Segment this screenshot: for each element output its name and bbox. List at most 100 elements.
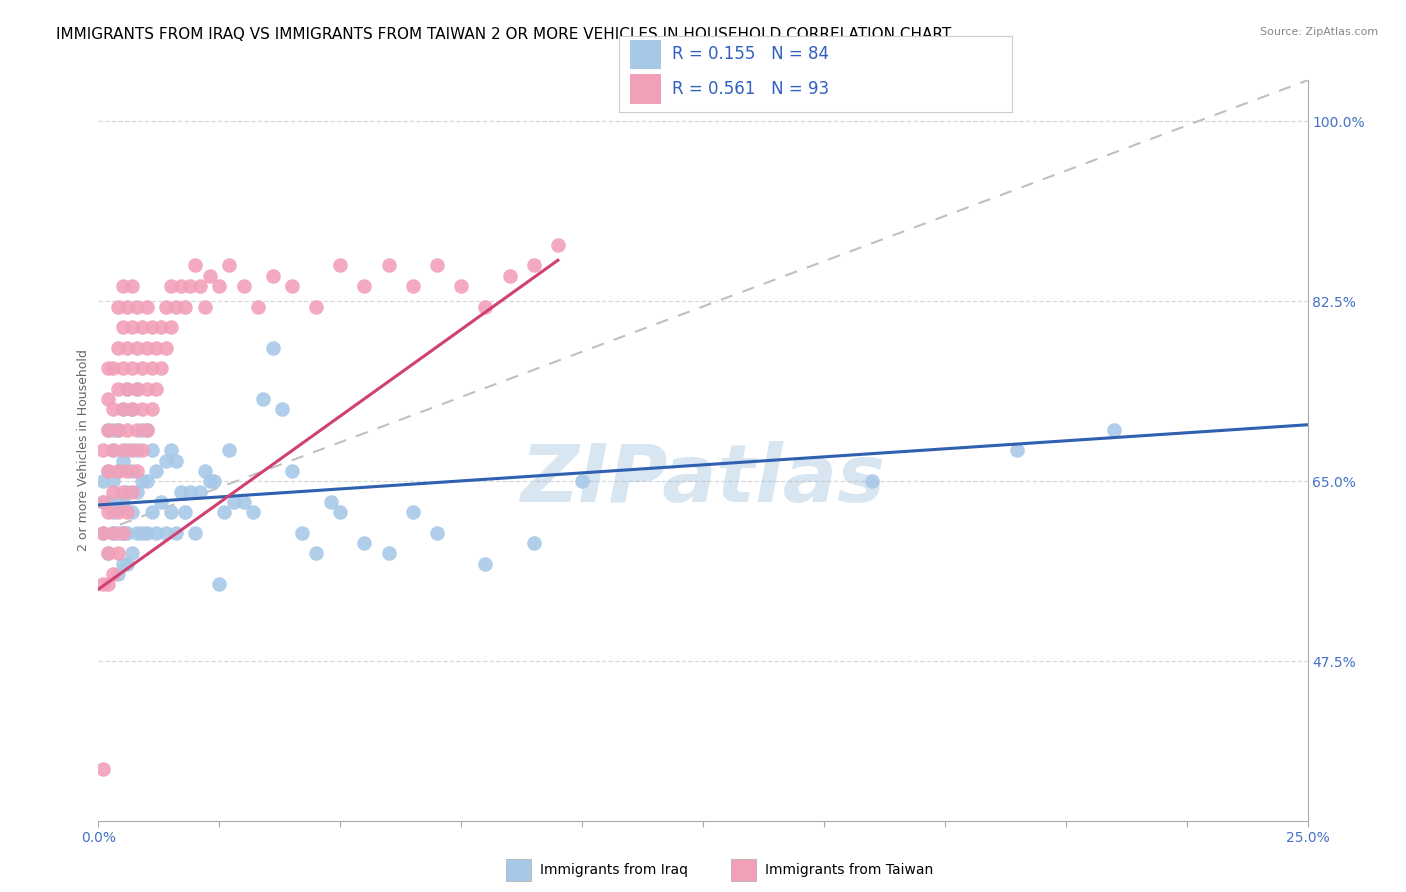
Point <box>377 259 399 273</box>
Point <box>194 464 217 478</box>
Point <box>208 279 231 293</box>
Point <box>1102 423 1125 437</box>
Point <box>377 546 399 560</box>
Point <box>135 300 157 314</box>
Point <box>127 443 149 458</box>
Point <box>141 320 163 334</box>
Point <box>474 300 496 314</box>
Point <box>145 525 167 540</box>
Point <box>121 464 143 478</box>
Point <box>97 505 120 519</box>
Point <box>111 557 134 571</box>
Point <box>101 525 124 540</box>
Point <box>426 259 449 273</box>
Point <box>145 341 167 355</box>
Point <box>121 361 143 376</box>
Point <box>111 443 134 458</box>
Point <box>107 300 129 314</box>
Point <box>121 505 143 519</box>
Point <box>135 423 157 437</box>
Point <box>188 484 211 499</box>
Point <box>247 300 270 314</box>
Point <box>135 525 157 540</box>
Point <box>474 557 496 571</box>
Text: Immigrants from Taiwan: Immigrants from Taiwan <box>765 863 934 877</box>
Point <box>402 279 425 293</box>
Point <box>117 382 139 396</box>
Point <box>111 279 134 293</box>
Point <box>97 423 120 437</box>
Point <box>117 505 139 519</box>
Point <box>547 237 569 252</box>
Point <box>97 546 120 560</box>
Point <box>198 475 221 489</box>
Point <box>262 341 284 355</box>
Point <box>111 484 134 499</box>
Point <box>111 495 134 509</box>
Point <box>101 443 124 458</box>
Point <box>160 279 183 293</box>
Point <box>111 402 134 417</box>
Point <box>101 423 124 437</box>
Point <box>160 320 183 334</box>
Point <box>150 495 173 509</box>
Point <box>97 464 120 478</box>
Point <box>127 382 149 396</box>
Point <box>107 423 129 437</box>
Point <box>107 495 129 509</box>
Point <box>107 382 129 396</box>
Point <box>523 259 546 273</box>
Point <box>97 423 120 437</box>
Point <box>135 423 157 437</box>
Point <box>91 525 114 540</box>
Point <box>101 525 124 540</box>
Point <box>329 505 352 519</box>
Point <box>111 402 134 417</box>
Point <box>131 423 153 437</box>
Point <box>107 341 129 355</box>
Point <box>111 454 134 468</box>
Point <box>160 505 183 519</box>
Point <box>97 577 120 591</box>
Point <box>101 475 124 489</box>
Point <box>165 454 187 468</box>
Point <box>141 402 163 417</box>
Point <box>305 546 328 560</box>
Point <box>111 525 134 540</box>
Point <box>101 361 124 376</box>
Point <box>131 402 153 417</box>
Point <box>150 361 173 376</box>
Point <box>204 475 226 489</box>
Point <box>402 505 425 519</box>
Text: ZIPatlas: ZIPatlas <box>520 441 886 519</box>
Point <box>121 320 143 334</box>
Point <box>101 566 124 581</box>
Point <box>111 320 134 334</box>
Point <box>353 279 375 293</box>
Point <box>135 382 157 396</box>
Point <box>860 475 883 489</box>
Point <box>212 505 235 519</box>
Point <box>91 475 114 489</box>
Point <box>91 443 114 458</box>
Point <box>121 279 143 293</box>
Point <box>127 382 149 396</box>
Point <box>218 259 240 273</box>
Point <box>107 566 129 581</box>
Point <box>127 300 149 314</box>
Point <box>155 454 177 468</box>
Point <box>127 423 149 437</box>
Point <box>194 300 217 314</box>
Point <box>165 300 187 314</box>
Point <box>252 392 274 406</box>
Point <box>208 577 231 591</box>
Point <box>179 279 201 293</box>
Point <box>184 259 207 273</box>
Point <box>97 495 120 509</box>
Point <box>131 320 153 334</box>
Point <box>117 557 139 571</box>
Point <box>305 300 328 314</box>
Point <box>131 475 153 489</box>
Point <box>91 495 114 509</box>
Point <box>150 320 173 334</box>
